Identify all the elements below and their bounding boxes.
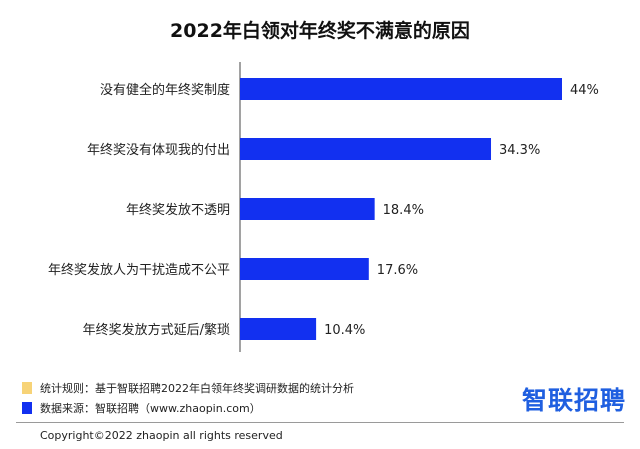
category-label-4: 年终奖发放方式延后/繁琐 — [83, 322, 230, 338]
category-label-3: 年终奖发放人为干扰造成不公平 — [48, 262, 230, 278]
stat-rule-swatch — [22, 382, 32, 394]
bar-1 — [240, 138, 492, 160]
category-label-2: 年终奖发放不透明 — [126, 202, 230, 218]
zhaopin-logo: 智联招聘 — [521, 386, 626, 415]
bar-2 — [240, 198, 375, 220]
copyright-text: Copyright©2022 zhaopin all rights reserv… — [40, 429, 283, 442]
category-label-0: 没有健全的年终奖制度 — [100, 82, 230, 98]
chart-title: 2022年白领对年终奖不满意的原因 — [170, 20, 470, 42]
legend-source: 数据来源：智联招聘（www.zhaopin.com） — [22, 400, 261, 416]
source-swatch — [22, 402, 32, 414]
value-label-2: 18.4% — [383, 203, 424, 218]
stat-rule-text: 统计规则：基于智联招聘2022年白领年终奖调研数据的统计分析 — [40, 382, 354, 395]
category-labels: 没有健全的年终奖制度年终奖没有体现我的付出年终奖发放不透明年终奖发放人为干扰造成… — [48, 82, 230, 338]
source-text: 数据来源：智联招聘（www.zhaopin.com） — [40, 402, 261, 415]
value-label-1: 34.3% — [499, 143, 540, 158]
footer-divider — [16, 422, 624, 423]
legend-stat-rule: 统计规则：基于智联招聘2022年白领年终奖调研数据的统计分析 — [22, 380, 354, 396]
category-label-1: 年终奖没有体现我的付出 — [87, 142, 230, 158]
value-label-4: 10.4% — [324, 323, 365, 338]
value-labels: 44% 34.3% 18.4% 17.6% 10.4% — [324, 83, 599, 338]
bar-chart: 没有健全的年终奖制度年终奖没有体现我的付出年终奖发放不透明年终奖发放人为干扰造成… — [48, 62, 599, 352]
bar-3 — [240, 258, 369, 280]
value-label-0: 44% — [570, 83, 599, 98]
bars — [240, 78, 562, 340]
bar-4 — [240, 318, 317, 340]
bar-0 — [240, 78, 562, 100]
value-label-3: 17.6% — [377, 263, 418, 278]
